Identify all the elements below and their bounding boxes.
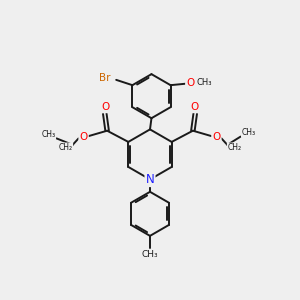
Text: N: N [146, 173, 154, 186]
Text: O: O [190, 102, 199, 112]
Text: O: O [101, 102, 110, 112]
Text: Br: Br [99, 74, 111, 83]
Text: CH₃: CH₃ [242, 128, 256, 137]
Text: CH₂: CH₂ [228, 143, 242, 152]
Text: CH₃: CH₃ [41, 130, 55, 139]
Text: O: O [80, 132, 88, 142]
Text: O: O [212, 132, 220, 142]
Text: CH₂: CH₂ [58, 143, 72, 152]
Text: CH₃: CH₃ [196, 78, 212, 87]
Text: CH₃: CH₃ [142, 250, 158, 259]
Text: O: O [186, 77, 194, 88]
